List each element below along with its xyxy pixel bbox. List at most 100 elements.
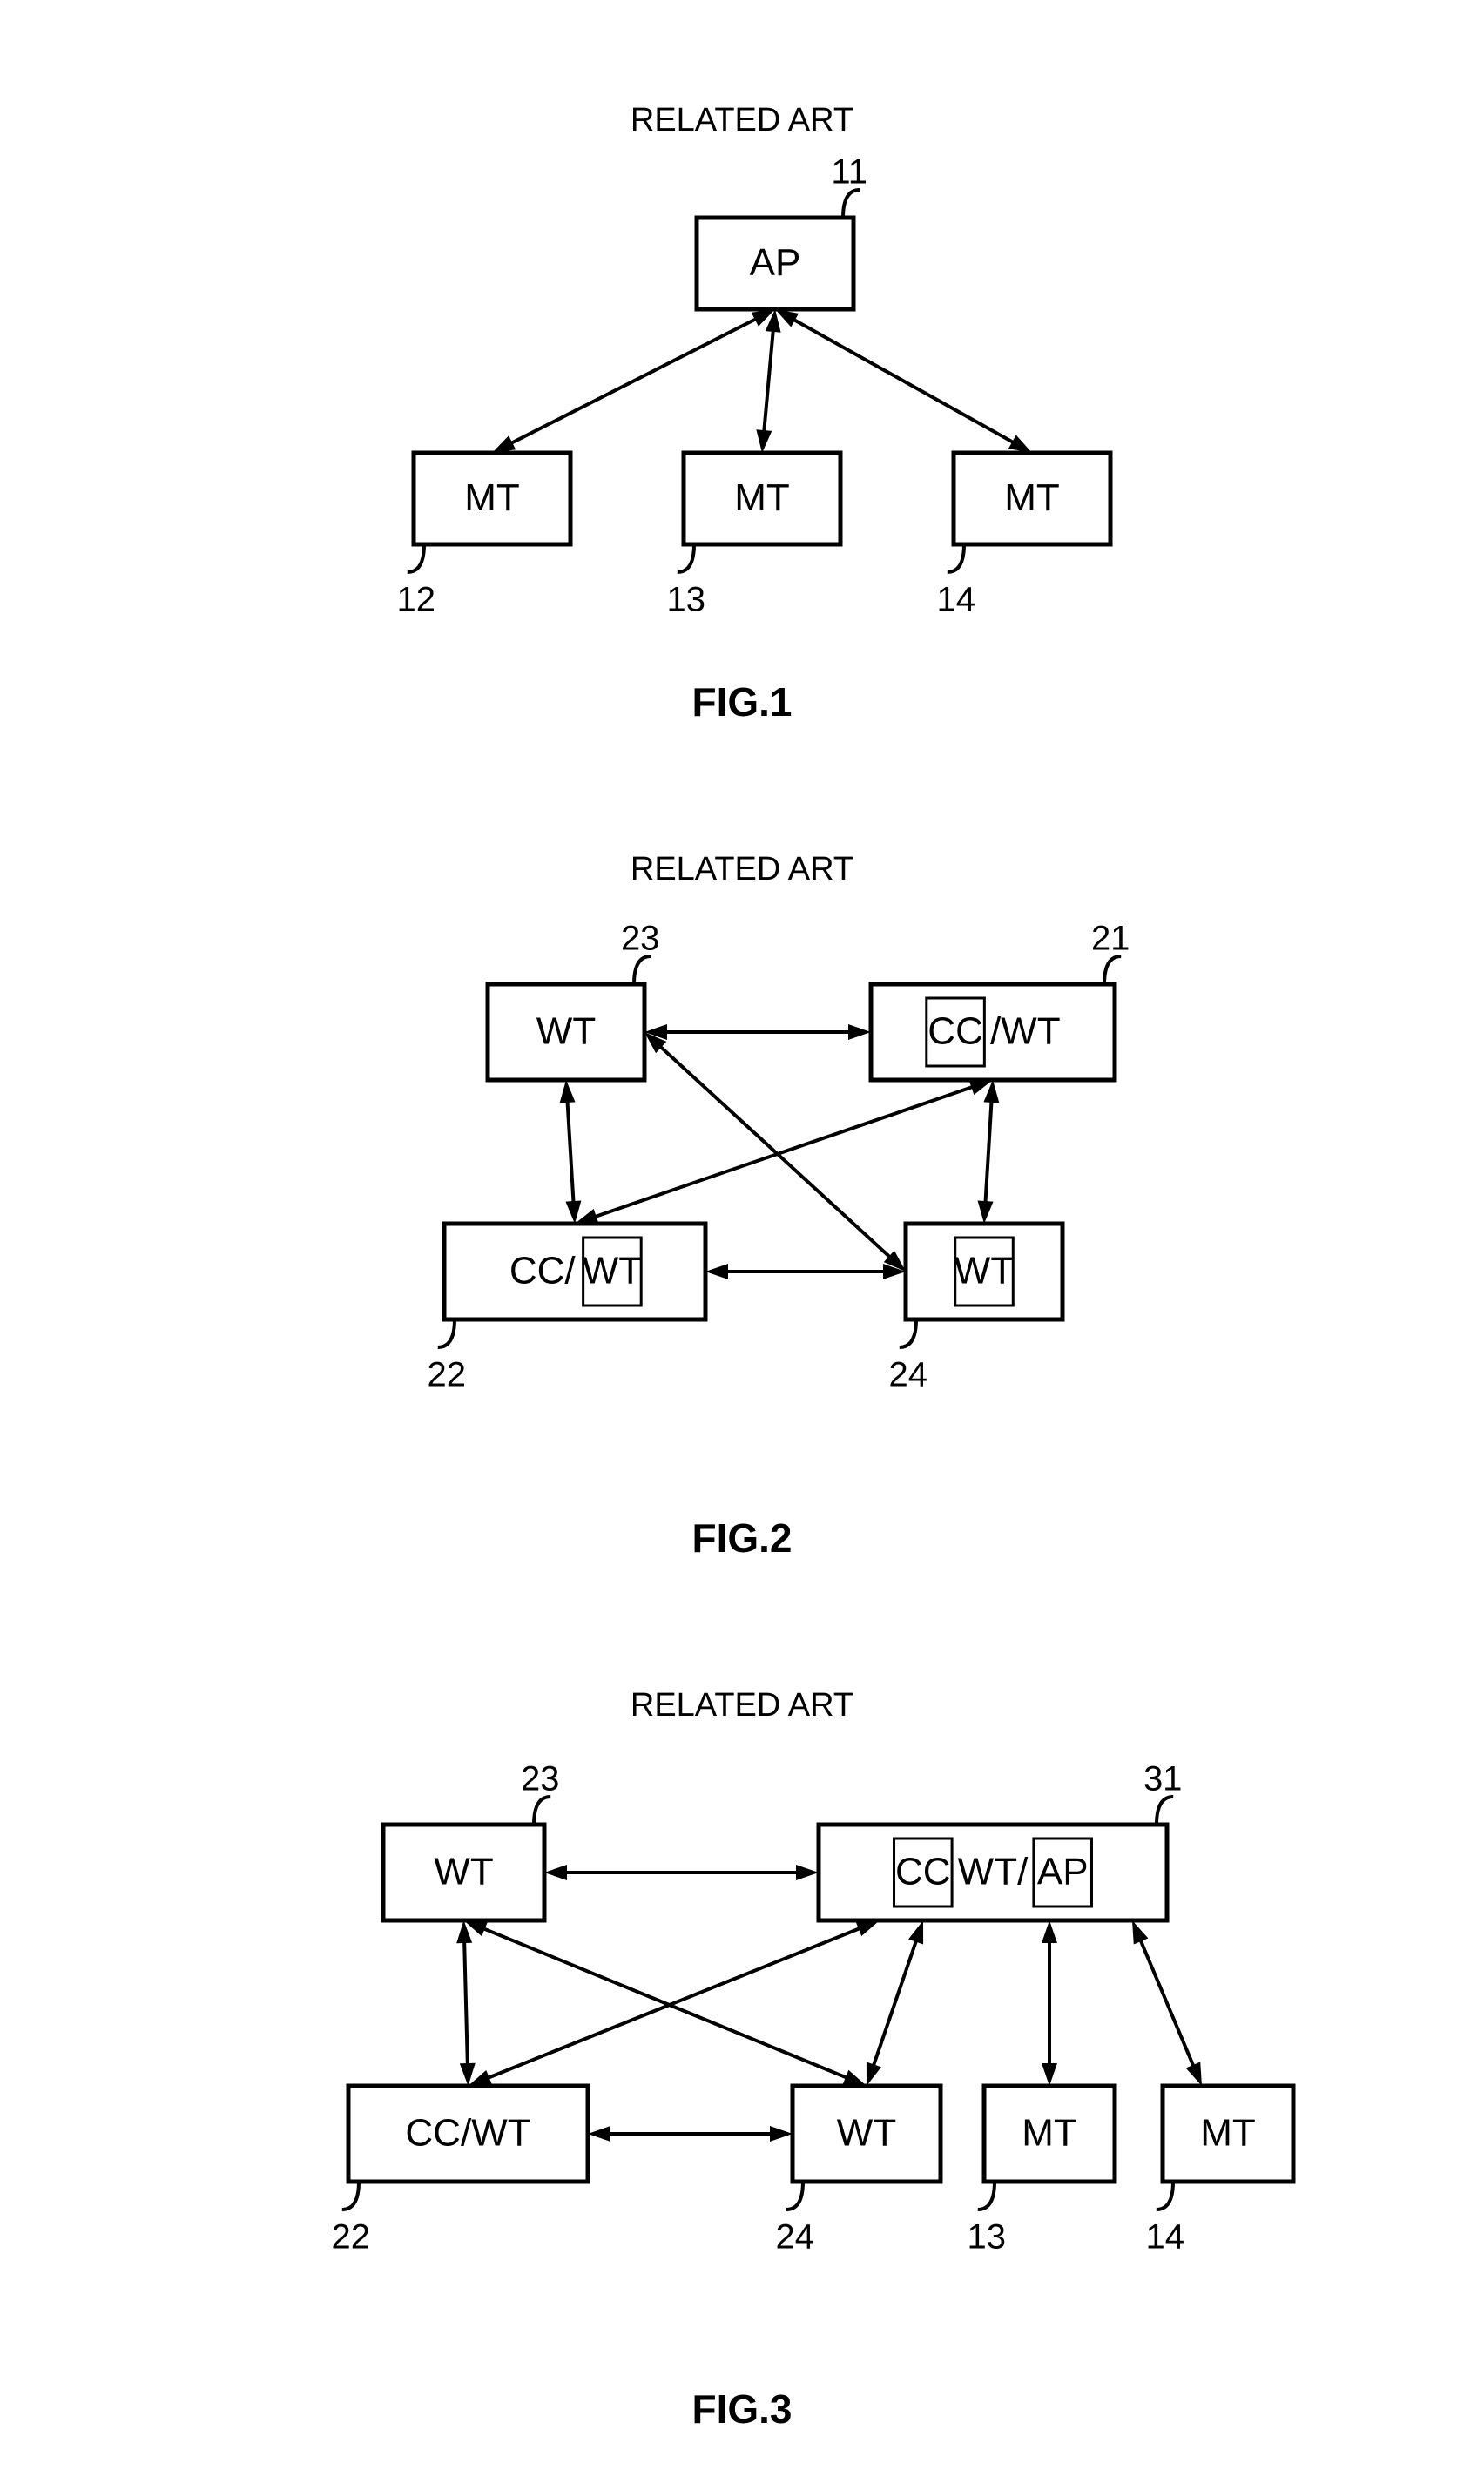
- arrowhead: [843, 2070, 867, 2086]
- figure-svg: RELATED ART WT 23 CC/WT 21 CC/WT 22 WT 24 FIG.2: [0, 836, 1484, 1568]
- figure-header: RELATED ART: [631, 851, 853, 887]
- arrowhead: [856, 1920, 880, 1936]
- page: RELATED ART AP 11 MT 12 MT 13 MT 14 FIG.1 RELATED…: [0, 0, 1484, 2490]
- reference-leader: [634, 956, 651, 984]
- edge-line: [764, 325, 774, 437]
- arrowhead: [756, 429, 772, 453]
- arrowhead: [588, 2126, 610, 2142]
- node-cc22: CC/WT: [444, 1224, 705, 1319]
- arrowhead: [1008, 435, 1032, 453]
- node-mt14: MT: [1163, 2086, 1293, 2182]
- reference-number: 24: [889, 1356, 928, 1394]
- figure-caption: FIG.3: [691, 2386, 792, 2432]
- node-wt23: WT: [383, 1825, 544, 1920]
- node-wt24: WT: [793, 2086, 941, 2182]
- arrowhead: [565, 1201, 581, 1224]
- reference-number: 21: [1091, 920, 1130, 958]
- node-mt2: MT: [684, 453, 840, 544]
- node-mt1: MT: [414, 453, 570, 544]
- node-label-part: WT/: [958, 1851, 1029, 1893]
- node-label: WT: [837, 2112, 896, 2155]
- reference-leader: [900, 1319, 916, 1347]
- figure-caption: FIG.2: [691, 1515, 792, 1561]
- node-wt24: WT: [906, 1224, 1062, 1319]
- figure-svg: RELATED ARTWT23CCWT/AP31CC/WT22WT24MT13M…: [0, 1672, 1484, 2439]
- nodes: WT23CCWT/AP31CC/WT22WT24MT13MT14: [332, 1760, 1293, 2257]
- arrowhead: [705, 1264, 728, 1279]
- figure-2: RELATED ART WT 23 CC/WT 21 CC/WT 22 WT 24 FIG.2: [0, 836, 1484, 1568]
- arrowhead: [867, 2062, 881, 2086]
- node-label: MT: [734, 476, 790, 519]
- edge-line: [567, 1096, 574, 1208]
- edge-line: [1138, 1935, 1196, 2071]
- reference-leader: [342, 2182, 359, 2210]
- edge-line: [590, 1085, 978, 1218]
- arrowhead: [978, 1201, 994, 1224]
- reference-leader: [534, 1797, 550, 1825]
- reference-number: 11: [831, 153, 867, 192]
- node-label-part: /WT: [990, 1010, 1061, 1053]
- node-label-part: WT: [954, 1250, 1014, 1292]
- arrowhead: [908, 1920, 923, 1945]
- arrowhead: [544, 1865, 567, 1880]
- figure-svg: RELATED ART AP 11 MT 12 MT 13 MT 14 FIG.1: [0, 87, 1484, 732]
- arrowhead: [796, 1865, 819, 1880]
- node-cc21: CC/WT: [871, 984, 1115, 1080]
- reference-number: 22: [332, 2218, 371, 2257]
- edge-line: [872, 1935, 918, 2071]
- edge-line: [482, 1927, 865, 2080]
- reference-leader: [843, 190, 860, 218]
- node-label-part: WT: [583, 1250, 642, 1292]
- figure-header: RELATED ART: [631, 1687, 853, 1724]
- figure-header: RELATED ART: [631, 102, 853, 138]
- edge-line: [985, 1096, 992, 1208]
- node-cc31: CCWT/AP: [819, 1825, 1167, 1920]
- arrowhead: [770, 2126, 793, 2142]
- reference-leader: [438, 1319, 455, 1347]
- reference-leader: [948, 544, 964, 572]
- nodes: AP 11 MT 12 MT 13 MT 14: [397, 153, 1110, 619]
- node-label: WT: [536, 1010, 596, 1053]
- reference-leader: [1157, 1797, 1173, 1825]
- figure-caption: FIG.1: [691, 679, 792, 725]
- node-label: MT: [1200, 2112, 1256, 2155]
- node-label: AP: [750, 241, 801, 284]
- node-mt3: MT: [954, 453, 1110, 544]
- arrowhead: [1132, 1920, 1148, 1944]
- edge-line: [506, 316, 761, 446]
- reference-number: 13: [667, 581, 706, 619]
- node-label-part: CC: [928, 1010, 983, 1053]
- node-mt13: MT: [984, 2086, 1115, 2182]
- arrowhead: [1042, 2063, 1057, 2086]
- arrowhead: [1042, 1920, 1057, 1943]
- node-wt23: WT: [488, 984, 644, 1080]
- figure-1: RELATED ART AP 11 MT 12 MT 13 MT 14 FIG.1: [0, 87, 1484, 732]
- node-ap: AP: [697, 218, 853, 309]
- reference-leader: [978, 2182, 995, 2210]
- arrowhead: [492, 435, 516, 453]
- reference-number: 31: [1143, 1760, 1183, 1798]
- arrowhead: [560, 1080, 576, 1103]
- edges: [492, 309, 1032, 453]
- node-label-part: AP: [1037, 1851, 1089, 1893]
- node-label: MT: [1022, 2112, 1077, 2155]
- node-cc22: CC/WT: [348, 2086, 588, 2182]
- arrowhead: [848, 1024, 871, 1040]
- reference-leader: [678, 544, 694, 572]
- reference-number: 14: [1146, 2218, 1185, 2257]
- node-label-part: CC: [895, 1851, 951, 1893]
- edge-line: [464, 1936, 468, 2070]
- reference-number: 12: [397, 581, 436, 619]
- node-label: CC/WT: [405, 2112, 530, 2155]
- reference-leader: [1104, 956, 1121, 984]
- figure-3: RELATED ARTWT23CCWT/AP31CC/WT22WT24MT13M…: [0, 1672, 1484, 2439]
- reference-number: 23: [621, 920, 660, 958]
- reference-number: 14: [937, 581, 976, 619]
- reference-leader: [1157, 2182, 1173, 2210]
- edge-line: [789, 317, 1018, 445]
- arrowhead: [1186, 2062, 1202, 2086]
- reference-leader: [408, 544, 424, 572]
- reference-number: 24: [776, 2218, 815, 2257]
- reference-number: 22: [428, 1356, 467, 1394]
- node-label: WT: [434, 1851, 493, 1893]
